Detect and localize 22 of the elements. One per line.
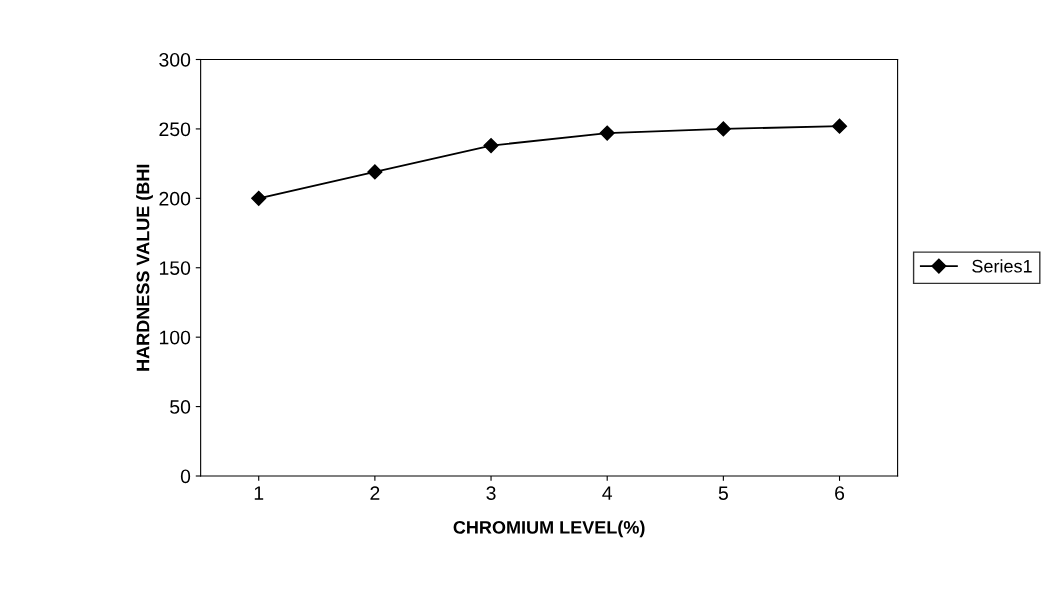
- point: [831, 118, 848, 134]
- point: [715, 121, 731, 137]
- y-tick-label: 250: [159, 122, 191, 137]
- point: [251, 190, 267, 206]
- point: [599, 125, 615, 141]
- point: [483, 138, 499, 154]
- y-tick-label: 50: [170, 400, 191, 414]
- y-tick-label: 300: [159, 52, 191, 67]
- x-tick-label: 4: [602, 486, 613, 500]
- y-tick-label: 0: [180, 469, 191, 484]
- x-tick-label: 2: [370, 486, 380, 500]
- legend-label: Series1: [972, 259, 1032, 273]
- point: [367, 164, 383, 180]
- y-tick-label: 150: [159, 261, 191, 275]
- x-tick-label: 5: [718, 486, 728, 500]
- y-tick-label: 200: [159, 191, 191, 206]
- x-tick-label: 3: [486, 486, 496, 500]
- x-tick-label: 6: [835, 486, 845, 500]
- y-tick-label: 100: [159, 330, 191, 345]
- x-axis-title: CHROMIUM LEVEL(%): [453, 520, 645, 538]
- y-axis-title: HARDNESS VALUE (BHI: [136, 164, 153, 371]
- x-tick-label: 1: [254, 486, 264, 500]
